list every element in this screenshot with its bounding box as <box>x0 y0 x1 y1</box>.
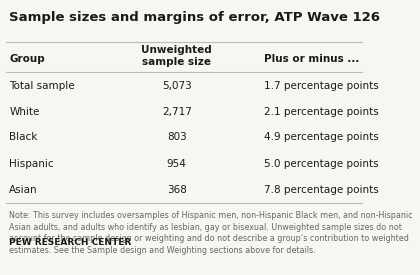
Text: White: White <box>9 106 40 117</box>
Text: Hispanic: Hispanic <box>9 159 54 169</box>
Text: PEW RESEARCH CENTER: PEW RESEARCH CENTER <box>9 238 131 248</box>
Text: 4.9 percentage points: 4.9 percentage points <box>264 133 379 142</box>
Text: Plus or minus ...: Plus or minus ... <box>264 54 360 64</box>
Text: 368: 368 <box>167 185 186 195</box>
Text: 2,717: 2,717 <box>162 106 192 117</box>
Text: Unweighted
sample size: Unweighted sample size <box>142 45 212 67</box>
Text: 7.8 percentage points: 7.8 percentage points <box>264 185 379 195</box>
Text: Group: Group <box>9 54 45 64</box>
Text: 1.7 percentage points: 1.7 percentage points <box>264 81 379 91</box>
Text: 954: 954 <box>167 159 186 169</box>
Text: Sample sizes and margins of error, ATP Wave 126: Sample sizes and margins of error, ATP W… <box>9 11 381 24</box>
Text: 5.0 percentage points: 5.0 percentage points <box>264 159 379 169</box>
Text: Note: This survey includes oversamples of Hispanic men, non-Hispanic Black men, : Note: This survey includes oversamples o… <box>9 211 413 255</box>
Text: Black: Black <box>9 133 38 142</box>
Text: 2.1 percentage points: 2.1 percentage points <box>264 106 379 117</box>
Text: Total sample: Total sample <box>9 81 75 91</box>
Text: 5,073: 5,073 <box>162 81 192 91</box>
Text: Asian: Asian <box>9 185 38 195</box>
Text: 803: 803 <box>167 133 186 142</box>
